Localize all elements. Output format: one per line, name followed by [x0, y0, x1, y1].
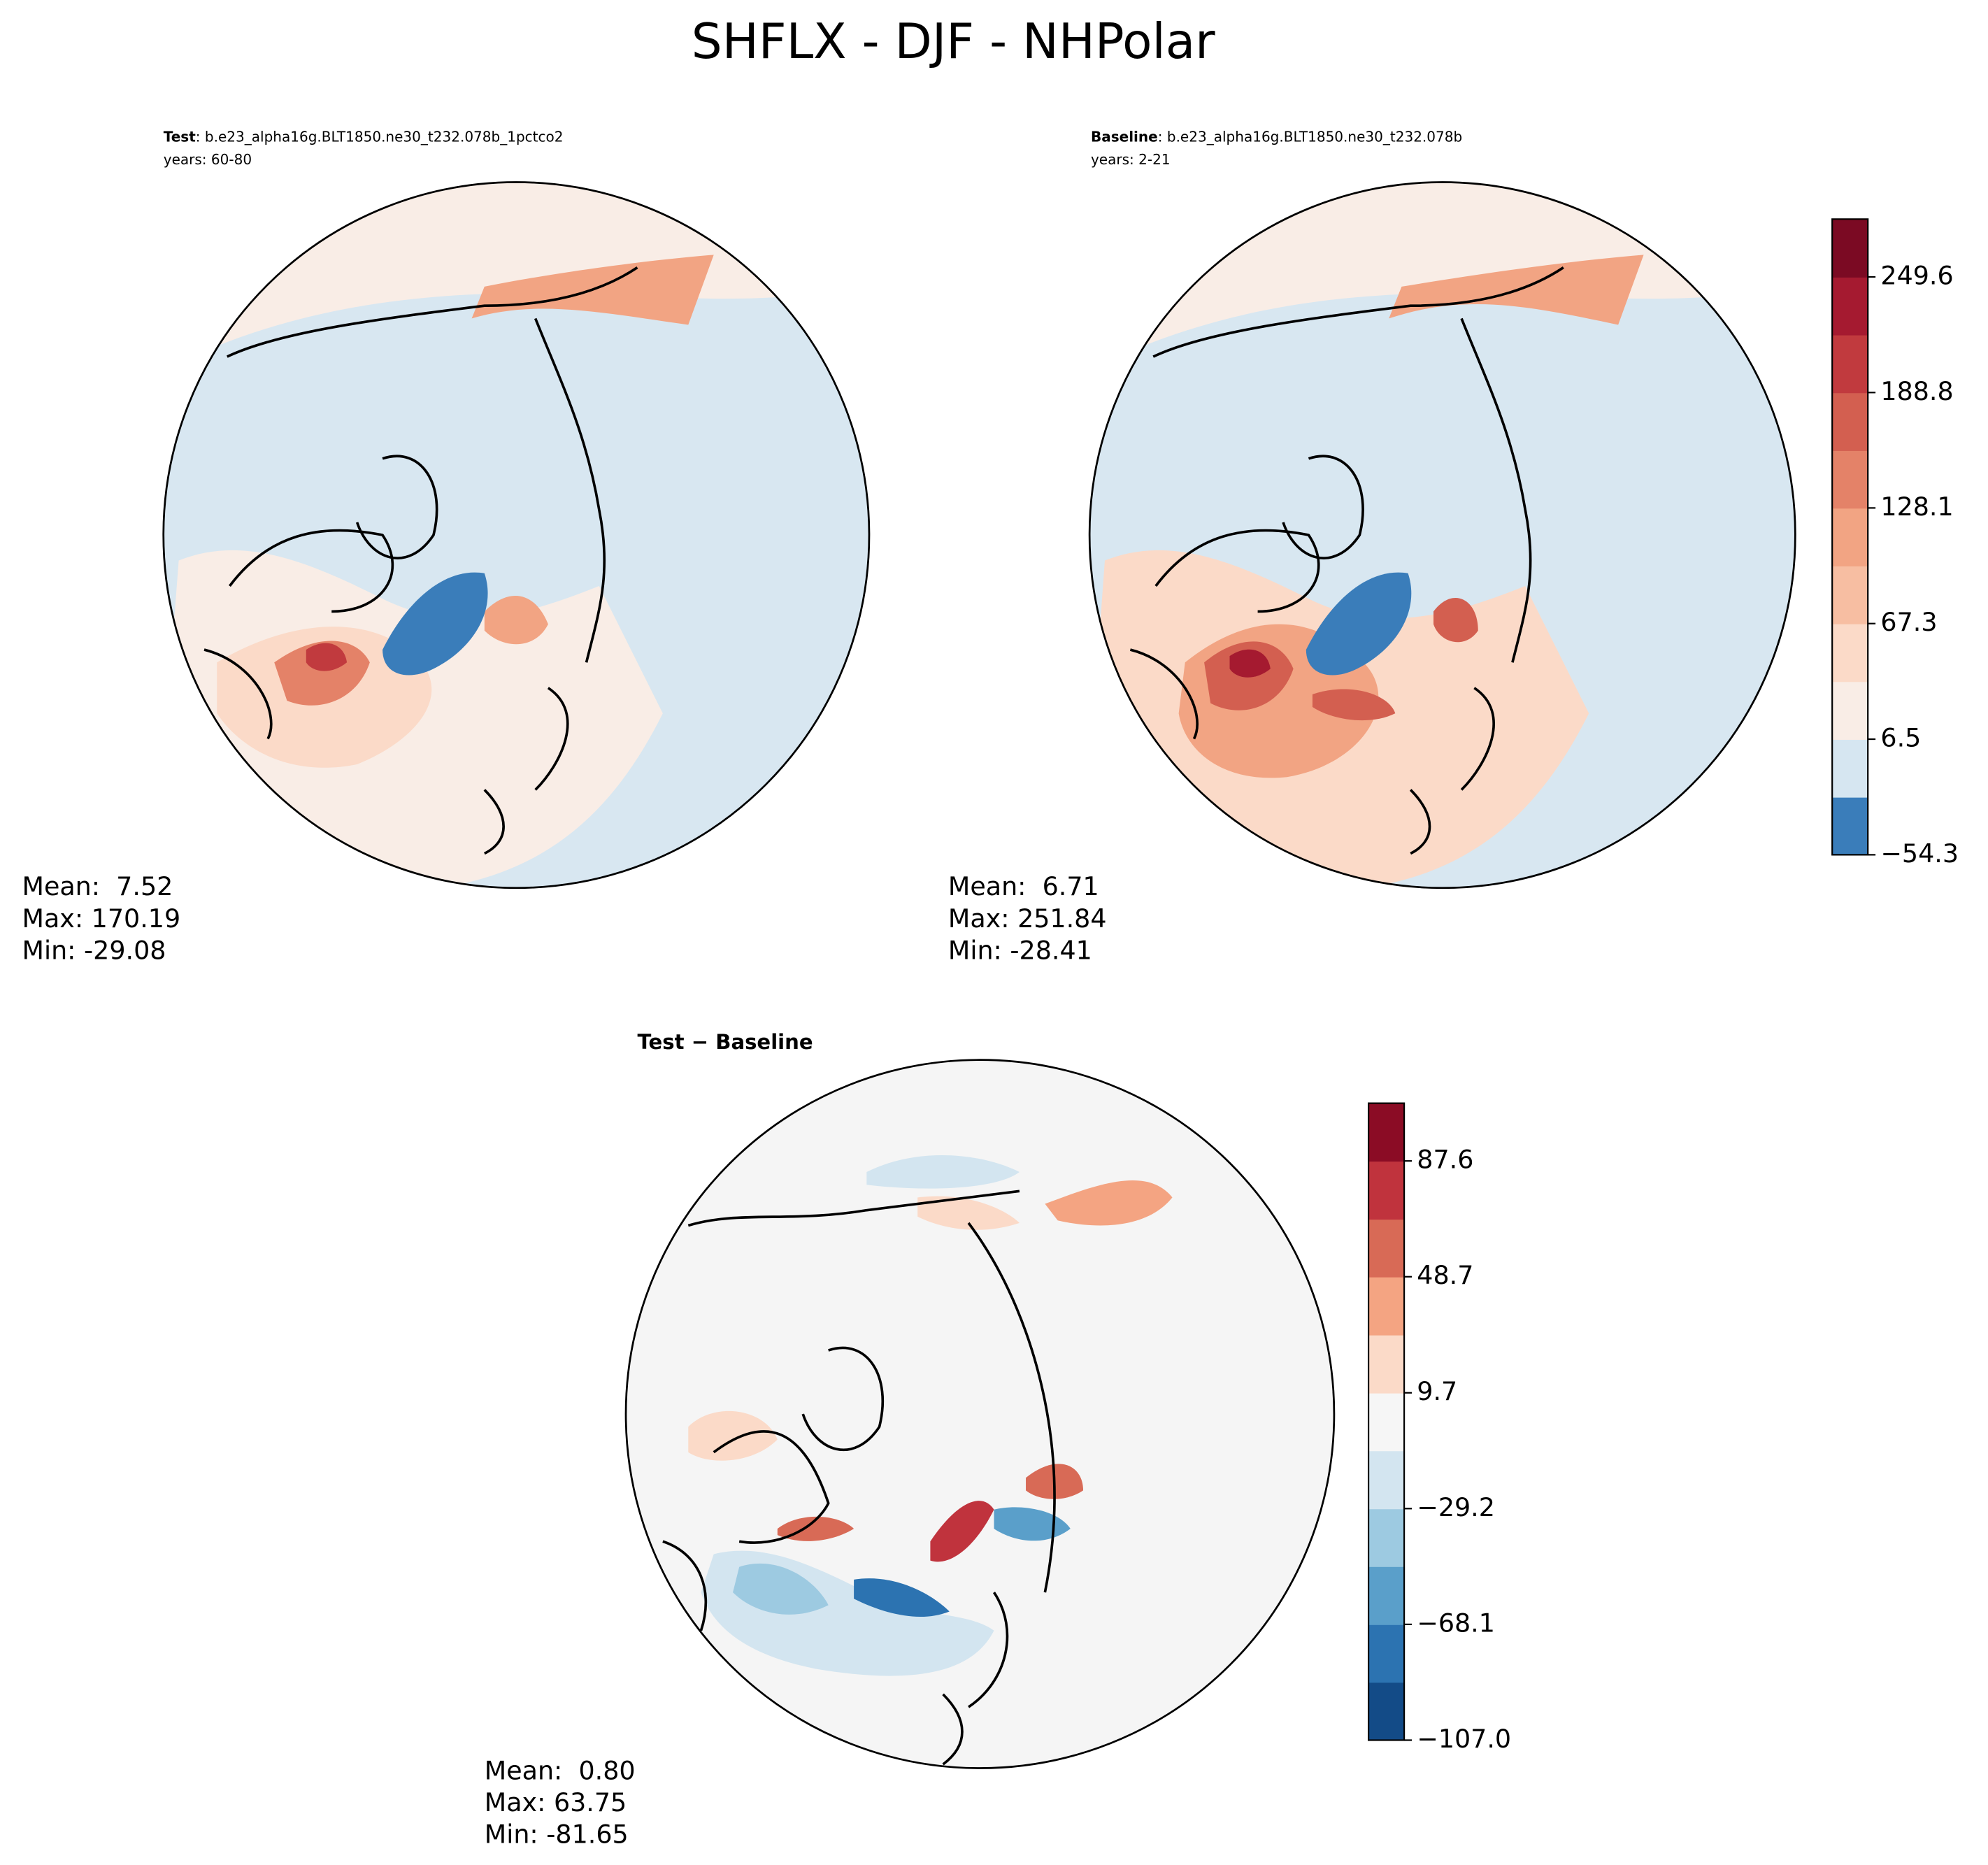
colorbar-segment — [1368, 1682, 1405, 1741]
colorbar-frame — [1367, 1102, 1406, 1741]
colorbar-tick-label: −107.0 — [1417, 1724, 1511, 1754]
case-name: : b.e23_alpha16g.BLT1850.ne30_t232.078b_… — [196, 128, 564, 145]
colorbar-segment — [1368, 1508, 1405, 1567]
stat-line: Max: 251.84 — [948, 903, 1107, 934]
stat-line: Min: -81.65 — [485, 1820, 629, 1850]
colorbar-segment — [1832, 681, 1868, 740]
colorbar-segment — [1832, 277, 1868, 336]
colorbar-tick-label: 188.8 — [1880, 376, 1953, 406]
map-frame — [1088, 181, 1796, 889]
colorbar-frame — [1831, 218, 1869, 856]
colorbar-tick-label: −68.1 — [1417, 1608, 1495, 1638]
stat-line: Mean: 7.52 — [22, 871, 173, 901]
colorbar-tick-label: 87.6 — [1417, 1145, 1473, 1175]
colorbar-tick-label: 249.6 — [1880, 261, 1953, 291]
colorbar-tick-label: 48.7 — [1417, 1260, 1473, 1290]
panel-label: Baseline: b.e23_alpha16g.BLT1850.ne30_t2… — [1091, 128, 1462, 145]
colorbar-tick-label: −54.3 — [1880, 838, 1959, 869]
panel-name: Baseline — [1091, 128, 1158, 145]
colorbar-tick-label: 6.5 — [1880, 723, 1921, 753]
panel-name: Test — [164, 128, 196, 145]
figure-title: SHFLX - DJF - NHPolar — [692, 14, 1215, 70]
colorbar-segment — [1368, 1103, 1405, 1162]
stat-line: Max: 63.75 — [485, 1787, 627, 1817]
map-field — [163, 182, 869, 888]
colorbar-tick-label: 9.7 — [1417, 1376, 1457, 1406]
colorbar-segment — [1832, 334, 1868, 394]
colorbar-segment — [1832, 739, 1868, 798]
stat-line: Max: 170.19 — [22, 903, 181, 934]
stat-line: Mean: 6.71 — [948, 871, 1099, 901]
map-frame — [162, 181, 871, 889]
colorbar-segment — [1368, 1566, 1405, 1625]
panel-years: years: 60-80 — [164, 151, 252, 168]
panel-label: Test: b.e23_alpha16g.BLT1850.ne30_t232.0… — [164, 128, 564, 145]
colorbar-segment — [1368, 1161, 1405, 1220]
colorbar-segment — [1368, 1450, 1405, 1510]
colorbar-segment — [1832, 623, 1868, 683]
colorbar-tick-label: −29.2 — [1417, 1492, 1495, 1522]
colorbar-segment — [1832, 508, 1868, 566]
map-field — [626, 1059, 1334, 1768]
colorbar-tick-label: 128.1 — [1880, 492, 1953, 522]
colorbar-segment — [1368, 1276, 1405, 1336]
panel-years: years: 2-21 — [1091, 151, 1171, 168]
colorbar-segment — [1368, 1624, 1405, 1683]
colorbar-segment — [1832, 566, 1868, 624]
stat-line: Mean: 0.80 — [485, 1756, 636, 1786]
colorbar-segment — [1832, 392, 1868, 451]
colorbar-segment — [1368, 1334, 1405, 1394]
stat-line: Min: -29.08 — [22, 935, 166, 965]
map-frame — [624, 1059, 1336, 1769]
colorbar-segment — [1832, 219, 1868, 278]
case-name: : b.e23_alpha16g.BLT1850.ne30_t232.078b — [1158, 128, 1462, 145]
colorbar-segment — [1832, 796, 1868, 856]
stat-line: Min: -28.41 — [948, 935, 1092, 965]
colorbar-segment — [1368, 1392, 1405, 1452]
panel-title: Test − Baseline — [638, 1030, 813, 1054]
colorbar-segment — [1368, 1219, 1405, 1278]
colorbar-segment — [1832, 450, 1868, 509]
colorbar-tick-label: 67.3 — [1880, 607, 1937, 637]
map-field — [1089, 182, 1796, 888]
